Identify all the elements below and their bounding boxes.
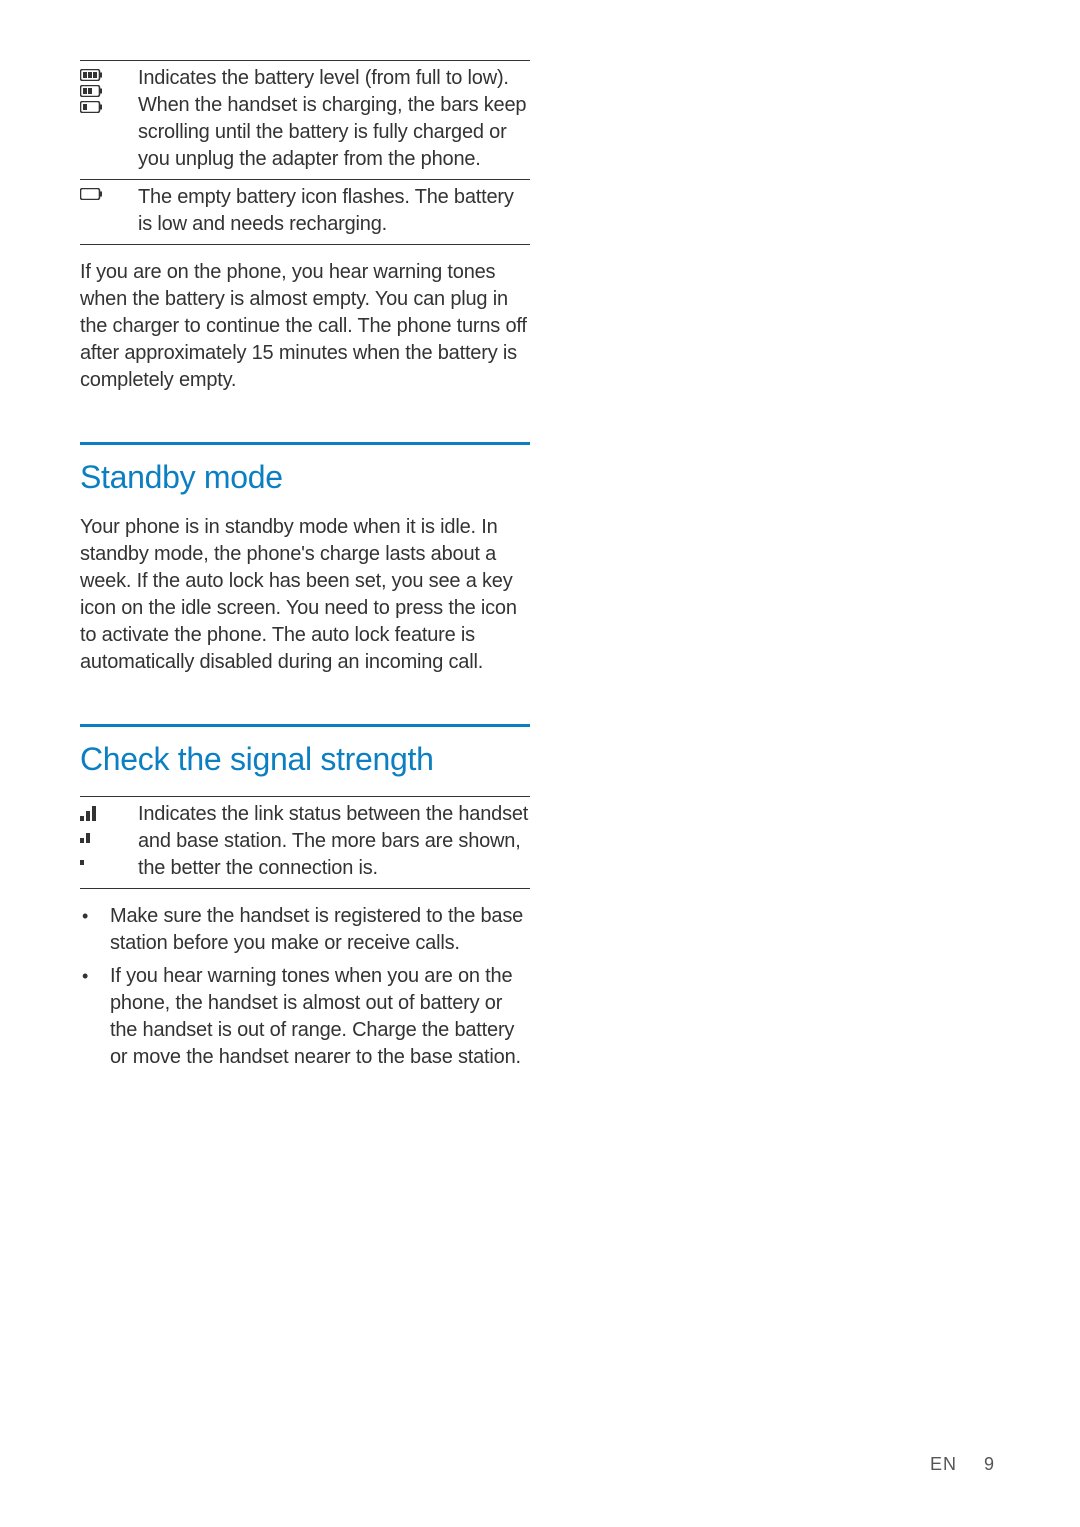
page-footer: EN 9 — [930, 1454, 994, 1475]
battery-empty-desc: The empty battery icon flashes. The batt… — [138, 184, 530, 238]
bullet-text: Make sure the handset is registered to t… — [110, 903, 530, 957]
battery-icons-col — [80, 65, 138, 113]
table-row: Indicates the battery level (from full t… — [80, 61, 530, 179]
battery-table: Indicates the battery level (from full t… — [80, 60, 530, 245]
section-rule — [80, 442, 530, 445]
battery-desc: Indicates the battery level (from full t… — [138, 65, 530, 173]
battery-mid-icon — [80, 85, 102, 97]
battery-empty-icon-col — [80, 184, 138, 200]
table-row: The empty battery icon flashes. The batt… — [80, 179, 530, 244]
list-item: • Make sure the handset is registered to… — [80, 903, 530, 957]
signal-low-icon — [80, 849, 98, 865]
signal-table: Indicates the link status between the ha… — [80, 796, 530, 889]
bullet-icon: • — [80, 963, 110, 990]
footer-lang: EN — [930, 1454, 957, 1474]
list-item: • If you hear warning tones when you are… — [80, 963, 530, 1071]
signal-desc: Indicates the link status between the ha… — [138, 801, 530, 882]
signal-mid-icon — [80, 827, 98, 843]
battery-empty-icon — [80, 188, 102, 200]
bullet-icon: • — [80, 903, 110, 930]
page-column: Indicates the battery level (from full t… — [80, 60, 530, 1077]
signal-icons-col — [80, 801, 138, 865]
bullet-text: If you hear warning tones when you are o… — [110, 963, 530, 1071]
table-row: Indicates the link status between the ha… — [80, 797, 530, 888]
battery-full-icon — [80, 69, 102, 81]
signal-bullets: • Make sure the handset is registered to… — [80, 903, 530, 1071]
battery-low-icon — [80, 101, 102, 113]
standby-paragraph: Your phone is in standby mode when it is… — [80, 514, 530, 676]
standby-heading: Standby mode — [80, 459, 530, 496]
signal-heading: Check the signal strength — [80, 741, 530, 778]
footer-page-number: 9 — [984, 1454, 994, 1474]
section-rule — [80, 724, 530, 727]
signal-strong-icon — [80, 805, 98, 821]
battery-paragraph: If you are on the phone, you hear warnin… — [80, 259, 530, 394]
